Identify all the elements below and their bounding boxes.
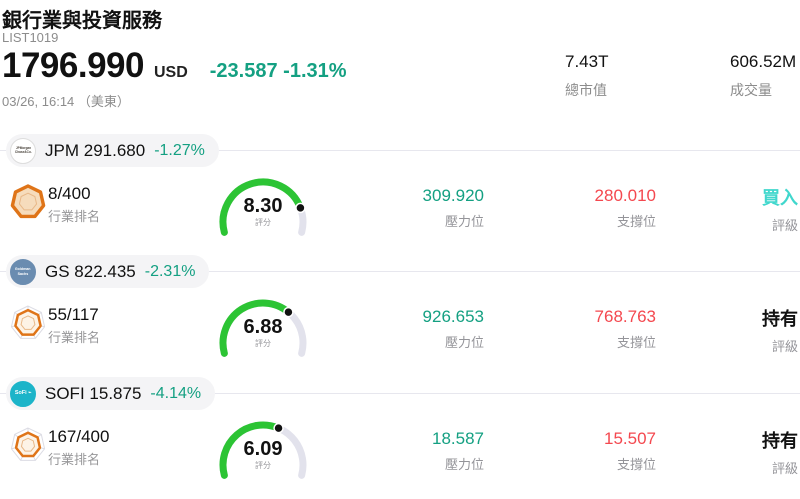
currency-label: USD (153, 64, 188, 81)
industry-rank-value: 8/400 (48, 184, 91, 203)
score-gauge-arc (219, 178, 307, 236)
stock-chip-sofi[interactable]: SoFi ⌁ SOFI 15.875 -4.14% (6, 377, 216, 410)
score-label: 評分 (255, 339, 271, 348)
score-label: 評分 (255, 218, 271, 227)
support-value: 15.507 (604, 429, 656, 448)
score-gauge-arc (219, 421, 307, 479)
industry-rank-value: 167/400 (48, 427, 110, 446)
row-divider (0, 393, 800, 394)
market-cap-label: 總市值 (565, 82, 607, 98)
row-divider (0, 271, 800, 272)
pressure-value: 926.653 (422, 307, 484, 326)
rating-stat: 持有 評級 (658, 305, 798, 355)
chip-change: -1.27% (154, 141, 205, 159)
rating-stat: 持有 評級 (658, 427, 798, 477)
support-label: 支撐位 (616, 457, 656, 472)
price-row: 1796.990 USD -23.587 -1.31% (2, 46, 347, 86)
pressure-value: 309.920 (422, 186, 484, 205)
volume-label: 成交量 (730, 82, 772, 98)
rating-label: 評級 (771, 339, 798, 354)
rating-label: 評級 (771, 218, 798, 233)
support-label: 支撐位 (616, 214, 656, 229)
score-label: 評分 (255, 461, 271, 470)
industry-rank-badge-icon (10, 305, 46, 339)
stock-row-jpm: JPMorgan Chase&Co. JPM 291.680 -1.27% 8/… (0, 134, 800, 256)
score-gauge-arc (219, 299, 307, 357)
goldman-sachs-logo: Goldman Sachs (10, 258, 36, 285)
support-value: 280.010 (594, 186, 656, 205)
support-label: 支撐位 (616, 335, 656, 350)
pressure-value: 18.587 (432, 429, 484, 448)
score-gauge: 6.09 評分 (213, 407, 313, 487)
industry-rank-label: 行業排名 (48, 330, 101, 345)
page-title: 銀行業與投資服務 (2, 10, 162, 32)
pressure-stat: 309.920 壓力位 (340, 186, 484, 230)
pressure-label: 壓力位 (444, 457, 484, 472)
rating-stat: 買入 評級 (658, 184, 798, 234)
support-stat: 280.010 支撐位 (512, 186, 656, 230)
pressure-label: 壓力位 (444, 335, 484, 350)
pressure-stat: 926.653 壓力位 (340, 307, 484, 351)
stock-chip-jpm[interactable]: JPMorgan Chase&Co. JPM 291.680 -1.27% (6, 134, 219, 167)
support-stat: 768.763 支撐位 (512, 307, 656, 351)
price-change: -23.587 -1.31% (209, 60, 347, 82)
score-gauge: 8.30 評分 (213, 164, 313, 244)
support-value: 768.763 (594, 307, 656, 326)
market-cap-stat: 7.43T 總市值 (565, 52, 608, 100)
quote-timestamp: 03/26, 16:14 （美東） (2, 94, 130, 109)
rating-label: 評級 (771, 461, 798, 476)
score-gauge: 6.88 評分 (213, 285, 313, 365)
score-value: 8.30 (243, 195, 283, 217)
industry-rank-label: 行業排名 (48, 209, 101, 224)
industry-rank-label: 行業排名 (48, 452, 101, 467)
sofi-logo: SoFi ⌁ (10, 380, 36, 407)
volume-stat: 606.52M 成交量 (730, 52, 796, 100)
stock-row-gs: Goldman Sachs GS 822.435 -2.31% 55/117 行… (0, 255, 800, 377)
logo-text: SoFi ⌁ (14, 390, 32, 397)
chip-symbol-price: SOFI 15.875 (45, 383, 142, 403)
industry-rank-value: 55/117 (48, 305, 99, 324)
chip-symbol-price: JPM 291.680 (45, 140, 146, 160)
chip-change: -4.14% (150, 384, 202, 402)
pressure-label: 壓力位 (444, 214, 484, 229)
score-value: 6.09 (243, 438, 283, 460)
rating-value: 持有 (762, 309, 798, 329)
current-price: 1796.990 (2, 46, 144, 85)
jpmorgan-logo: JPMorgan Chase&Co. (10, 137, 36, 164)
logo-text: Sachs (17, 270, 29, 276)
support-stat: 15.507 支撐位 (512, 429, 656, 473)
list-id: LIST1019 (2, 30, 59, 45)
score-value: 6.88 (243, 316, 283, 338)
market-cap-value: 7.43T (565, 52, 609, 71)
stock-chip-gs[interactable]: Goldman Sachs GS 822.435 -2.31% (6, 255, 210, 288)
stock-row-sofi: SoFi ⌁ SOFI 15.875 -4.14% 167/400 行業排名 6… (0, 377, 800, 499)
industry-rank-badge-icon (10, 427, 46, 461)
rating-value: 買入 (762, 188, 798, 208)
chip-symbol-price: GS 822.435 (45, 261, 136, 281)
volume-value: 606.52M (730, 52, 797, 71)
rating-value: 持有 (762, 431, 798, 451)
chip-change: -2.31% (144, 262, 196, 280)
industry-rank-badge-icon (10, 184, 46, 219)
logo-text: Chase&Co. (14, 149, 32, 154)
pressure-stat: 18.587 壓力位 (340, 429, 484, 473)
logo-text: JPMorgan (15, 146, 31, 150)
logo-text: Goldman (15, 266, 31, 272)
row-divider (0, 150, 800, 151)
